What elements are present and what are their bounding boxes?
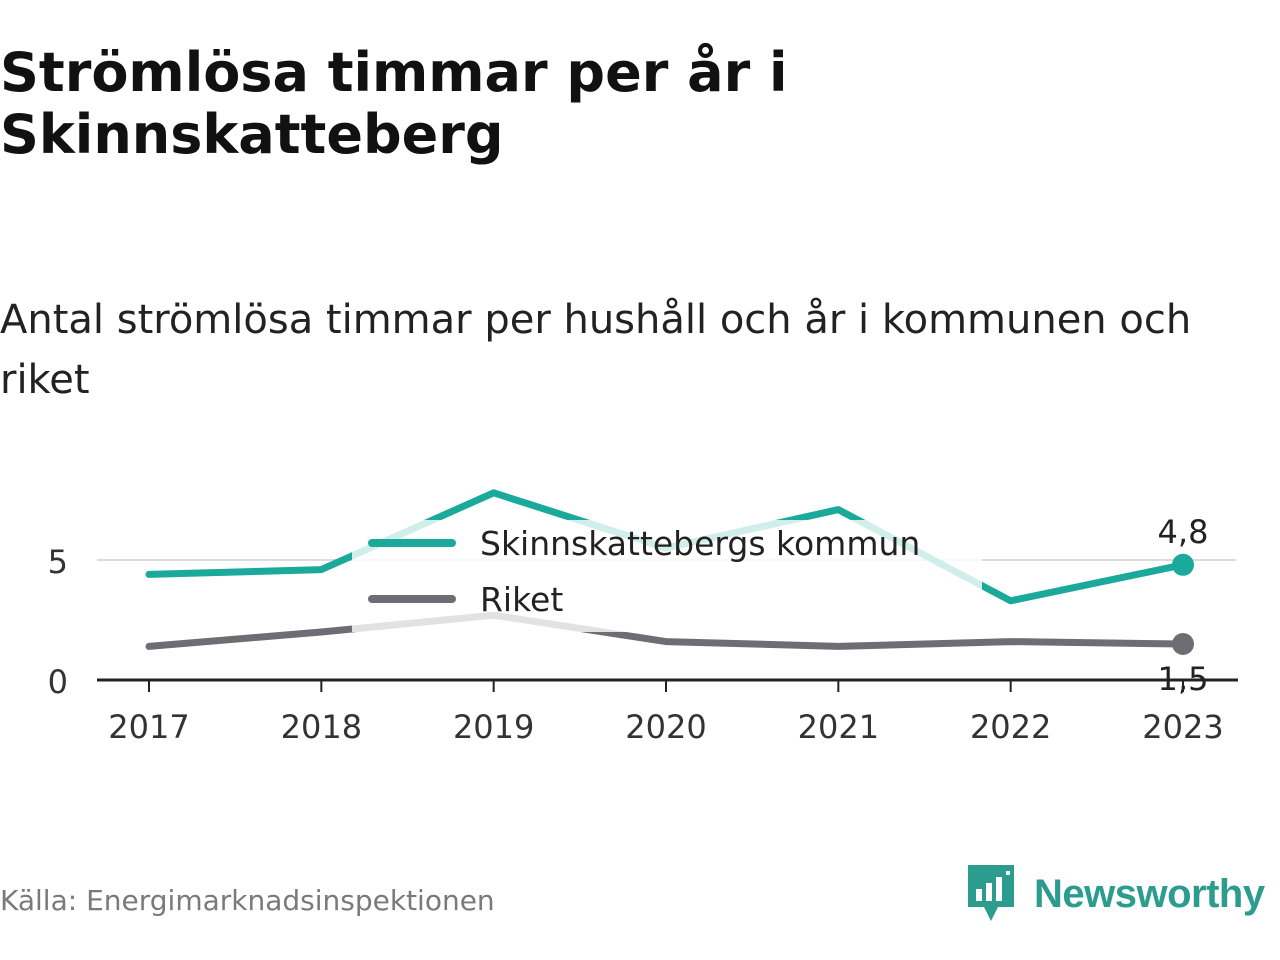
brand-name: Newsworthy [1034,871,1265,916]
legend-label: Riket [480,580,563,619]
y-tick-label: 0 [48,663,68,701]
x-tick-label: 2019 [453,708,534,746]
x-tick-label: 2021 [798,708,879,746]
series-line-riket [145,611,1187,650]
chart-subtitle: Antal strömlösa timmar per hushåll och å… [0,297,1192,403]
source-note: Källa: Energimarknadsinspektionen [0,884,495,917]
x-tick-label: 2018 [281,708,362,746]
x-tick-label: 2022 [970,708,1051,746]
y-tick-label: 5 [48,543,68,581]
x-tick-label: 2023 [1142,708,1223,746]
x-tick-label: 2020 [625,708,706,746]
end-point-kommun [1172,553,1194,576]
chart-title: Strömlösa timmar per år i Skinnskatteber… [0,41,788,166]
brand-logo: Newsworthy [966,862,1265,926]
end-label-riket: 1,5 [1158,660,1209,698]
legend-backdrop [352,520,982,632]
end-point-riket [1172,633,1194,655]
line-chart: 0 5 2017 2018 2019 2020 2021 2022 2023 Skinnskatt… [48,489,1238,746]
legend-label: Skinnskattebergs kommun [480,524,920,563]
x-tick-label: 2017 [108,708,189,746]
newsworthy-logo-icon [968,865,1014,921]
end-label-kommun: 4,8 [1158,513,1209,551]
